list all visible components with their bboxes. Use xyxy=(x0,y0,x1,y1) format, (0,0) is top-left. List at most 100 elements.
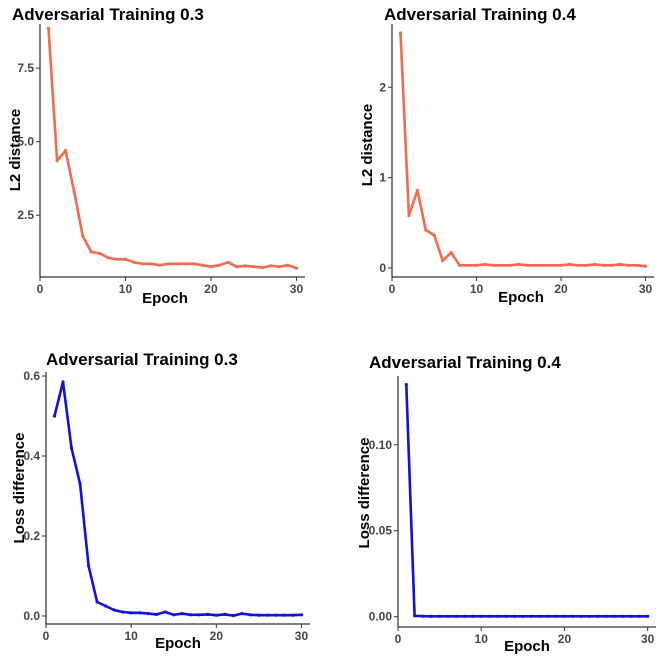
data-point xyxy=(446,614,450,618)
data-point xyxy=(500,263,504,267)
data-point xyxy=(529,614,533,618)
x-tick-label: 10 xyxy=(119,282,133,296)
data-point xyxy=(243,264,247,268)
data-point xyxy=(123,257,128,261)
data-point xyxy=(104,604,108,608)
chart-title: Adversarial Training 0.3 xyxy=(46,350,238,369)
data-point xyxy=(646,614,650,618)
data-point xyxy=(612,614,617,618)
data-point xyxy=(637,614,642,618)
plot-area-2: 0 10 20 30 0 1 2 xyxy=(379,24,654,296)
data-point xyxy=(129,611,133,615)
data-point xyxy=(172,613,176,617)
series-line xyxy=(53,380,303,617)
y-tick-label: 5.0 xyxy=(17,135,34,149)
data-point xyxy=(89,250,93,254)
data-point xyxy=(517,262,521,266)
data-point xyxy=(277,265,281,269)
data-point xyxy=(46,26,51,30)
data-point xyxy=(546,614,550,618)
x-tick-label: 20 xyxy=(210,629,224,643)
x-tick-label: 10 xyxy=(124,629,138,643)
data-point xyxy=(596,614,600,618)
data-point xyxy=(587,614,592,618)
data-point xyxy=(487,614,492,618)
data-point xyxy=(413,614,417,618)
data-point xyxy=(235,265,239,269)
data-point xyxy=(454,614,458,618)
data-point xyxy=(158,263,162,267)
data-point xyxy=(141,262,145,266)
x-tick-label: 0 xyxy=(389,282,396,296)
x-axis-label: Epoch xyxy=(142,290,188,307)
x-tick-label: 0 xyxy=(43,629,50,643)
data-point xyxy=(231,614,235,618)
x-tick-label: 30 xyxy=(641,632,655,646)
y-axis-label: Loss difference xyxy=(356,438,373,549)
data-point xyxy=(55,159,59,163)
data-point xyxy=(269,264,273,268)
data-point xyxy=(69,446,74,450)
data-point xyxy=(98,251,102,256)
x-tick-label: 10 xyxy=(475,632,489,646)
data-point xyxy=(72,190,76,194)
data-point xyxy=(95,600,99,604)
data-point xyxy=(424,228,428,232)
y-tick-label: 0.4 xyxy=(23,449,40,463)
data-point xyxy=(115,257,119,261)
data-point xyxy=(226,260,230,264)
data-point xyxy=(299,613,304,617)
data-point xyxy=(635,263,639,267)
series-line xyxy=(399,31,647,268)
x-axis-label: Epoch xyxy=(498,289,544,306)
plot-area-4: 0 10 20 30 0.00 0.05 0.10 xyxy=(369,376,656,646)
data-point xyxy=(398,31,403,35)
data-point xyxy=(610,263,614,267)
data-point xyxy=(491,263,495,267)
y-tick-label: 0.6 xyxy=(23,369,40,383)
data-point xyxy=(61,380,65,384)
data-point xyxy=(458,263,462,267)
data-point xyxy=(286,263,290,267)
chart-title: Adversarial Training 0.4 xyxy=(369,353,561,372)
x-tick-label: 30 xyxy=(639,282,653,296)
data-point xyxy=(463,614,467,618)
data-point xyxy=(521,614,525,618)
data-point xyxy=(627,263,631,267)
data-point xyxy=(192,262,196,266)
data-point xyxy=(64,148,68,153)
data-point xyxy=(604,614,608,618)
data-point xyxy=(206,612,210,617)
data-point xyxy=(593,262,597,266)
panel-loss-0-4: Adversarial Training 0.4 Epoch Loss diff… xyxy=(356,353,561,655)
data-point xyxy=(274,613,278,617)
data-point xyxy=(421,614,425,618)
data-point xyxy=(621,614,625,618)
x-tick-label: 20 xyxy=(554,282,568,296)
data-point xyxy=(121,610,125,614)
data-point xyxy=(449,251,453,255)
x-tick-label: 0 xyxy=(395,632,402,646)
data-point xyxy=(52,414,57,418)
data-point xyxy=(248,613,252,617)
data-point xyxy=(534,263,538,267)
data-point xyxy=(618,262,622,266)
data-point xyxy=(240,612,244,616)
data-point xyxy=(87,564,91,568)
data-point xyxy=(551,263,555,267)
panel-l2-0-3: Adversarial Training 0.3 Epoch L2 distan… xyxy=(7,5,204,307)
data-point xyxy=(567,262,572,266)
x-tick-label: 30 xyxy=(290,282,304,296)
data-point xyxy=(200,263,204,267)
data-point xyxy=(471,614,475,618)
data-point xyxy=(217,263,222,267)
data-point xyxy=(252,265,256,269)
x-tick-label: 30 xyxy=(295,629,309,643)
data-point xyxy=(537,614,542,618)
data-point xyxy=(479,614,483,618)
data-point xyxy=(265,613,269,617)
series-line xyxy=(404,383,650,618)
data-point xyxy=(78,482,82,486)
data-point xyxy=(441,259,445,263)
